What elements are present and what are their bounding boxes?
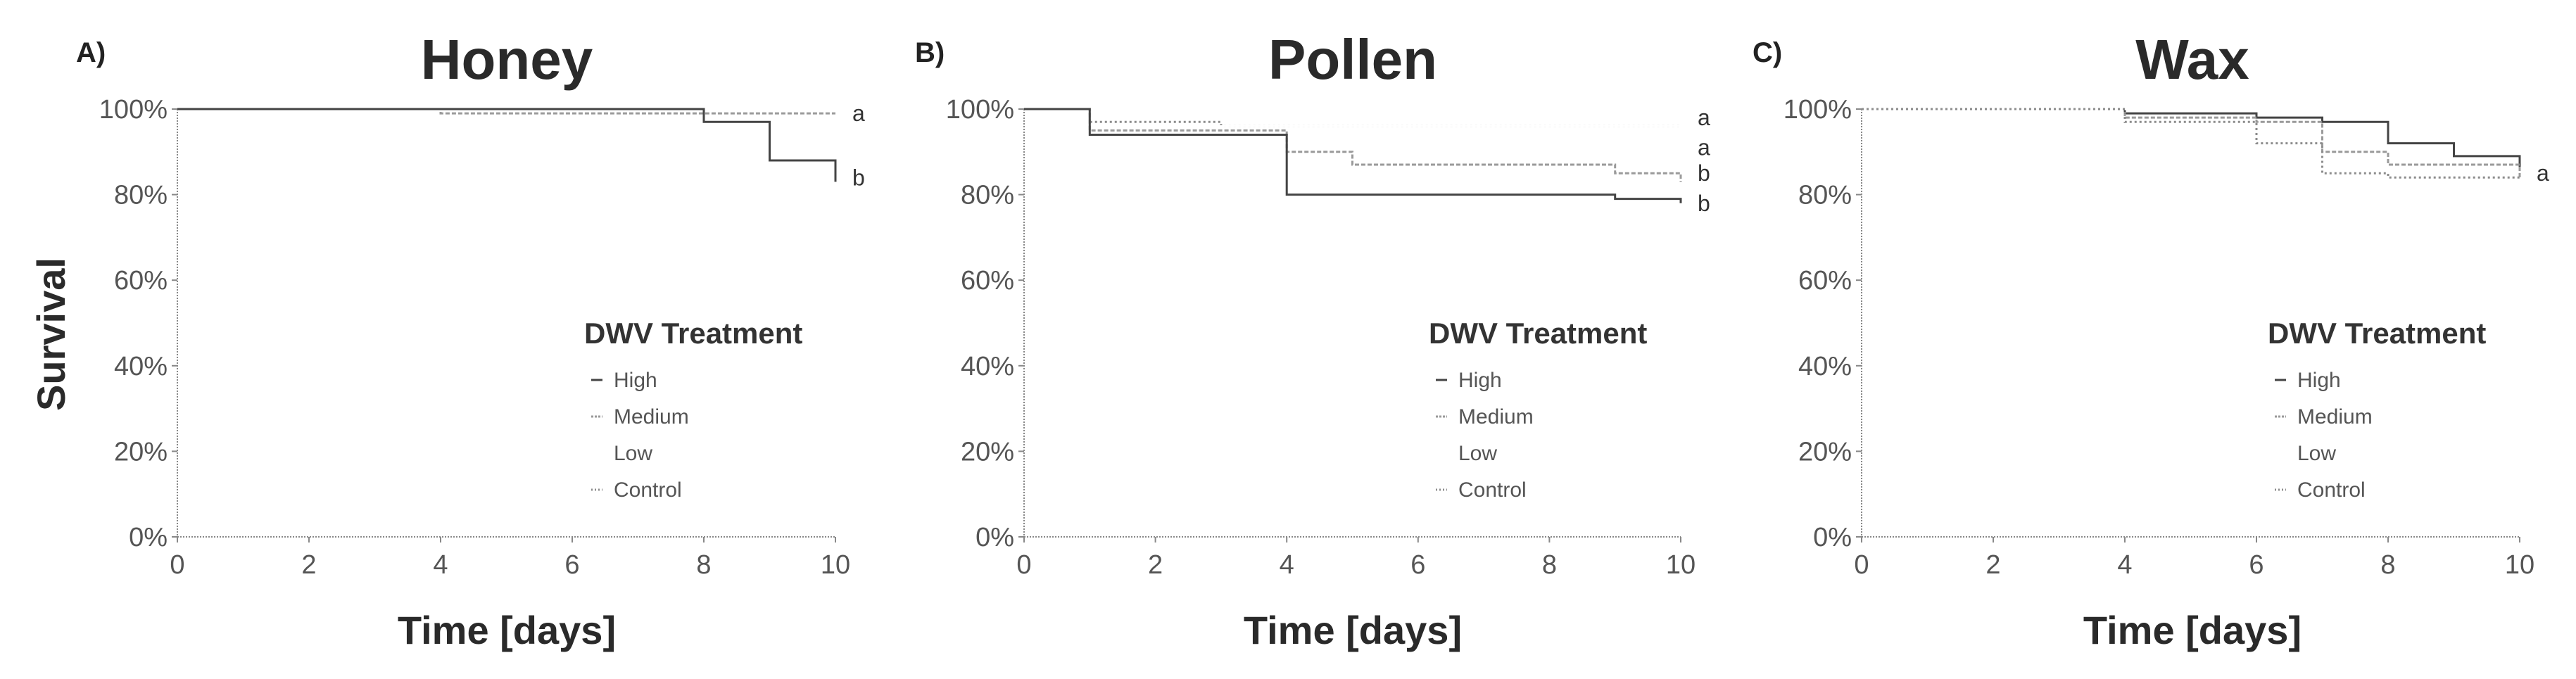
legend-item-high: High (1436, 369, 1502, 392)
legend-item-medium: Medium (2275, 405, 2373, 429)
y-tick-label: 100% (1783, 95, 1852, 125)
legend-item-high: High (2275, 369, 2341, 392)
panel-pollen: B) Pollen Time [days] 0% 20% 40% 60% 80% 100%… (915, 28, 1710, 652)
y-tick-label: 40% (1798, 352, 1852, 381)
x-tick-label: 4 (433, 550, 448, 580)
y-tick-label: 20% (961, 437, 1014, 467)
legend-label-medium: Medium (1458, 405, 1534, 429)
significance-letter: a (852, 101, 865, 126)
panel-letter: A) (76, 37, 106, 68)
significance-letter: b (852, 165, 865, 190)
legend-label-control: Control (1458, 478, 1527, 502)
series-line-high (177, 108, 837, 182)
x-axis-label: Time [days] (1244, 608, 1462, 652)
legend-item-low: Low (1436, 442, 1497, 465)
legend-item-low: Low (2275, 442, 2336, 465)
y-tick-label: 100% (99, 95, 168, 125)
plot-area: 0% 20% 40% 60% 80% 100% 0 2 4 6 8 10 a (1783, 95, 2549, 580)
legend-item-control: Control (1436, 478, 1527, 502)
legend-title: DWV Treatment (584, 317, 802, 350)
x-tick-label: 8 (2380, 550, 2395, 580)
significance-letter: a (1698, 135, 1710, 160)
legend: DWV Treatment High Medium Low Control (584, 317, 802, 502)
legend-title: DWV Treatment (2268, 317, 2486, 350)
panel-wax: C) Wax Time [days] 0% 20% 40% 60% 80% 100% 0 2 4… (1753, 28, 2549, 652)
y-tick-label: 0% (129, 523, 168, 552)
significance-letter: b (1698, 160, 1710, 186)
series-line-control (1862, 108, 2520, 179)
y-tick-label: 60% (1798, 266, 1852, 296)
x-tick-label: 2 (301, 550, 316, 580)
x-axis-label: Time [days] (398, 608, 616, 652)
legend-label-medium: Medium (2297, 405, 2373, 429)
x-tick-label: 2 (1985, 550, 2000, 580)
y-tick-label: 80% (114, 181, 168, 210)
y-tick-label: 100% (946, 95, 1014, 125)
x-tick-label: 4 (1280, 550, 1294, 580)
x-tick-label: 6 (2249, 550, 2264, 580)
panel-letter: B) (915, 37, 945, 68)
legend-label-low: Low (2297, 442, 2336, 465)
x-tick-label: 10 (2505, 550, 2534, 580)
series-line-medium (1862, 108, 2521, 178)
x-axis-label: Time [days] (2083, 608, 2302, 652)
series-line-high (1024, 108, 1682, 203)
series-line-medium (1024, 108, 1682, 182)
plot-area: 0% 20% 40% 60% 80% 100% 0 2 4 6 8 10 a b (99, 95, 865, 580)
significance-letter: a (2537, 160, 2549, 186)
legend-label-high: High (1458, 369, 1502, 392)
y-tick-label: 60% (961, 266, 1014, 296)
significance-letter: a (1698, 105, 1710, 130)
legend-label-low: Low (1458, 442, 1497, 465)
legend-item-high: High (591, 369, 657, 392)
series-line-control (1024, 108, 1681, 127)
panel-title: Pollen (1268, 28, 1437, 91)
significance-letter: b (1698, 191, 1710, 216)
legend-item-control: Control (591, 478, 682, 502)
panel-title: Wax (2135, 28, 2249, 91)
legend-label-high: High (2297, 369, 2341, 392)
y-tick-label: 40% (961, 352, 1014, 381)
legend-label-high: High (614, 369, 657, 392)
x-tick-label: 6 (1410, 550, 1425, 580)
x-tick-label: 8 (1542, 550, 1557, 580)
y-tick-label: 20% (114, 437, 168, 467)
x-tick-label: 10 (1666, 550, 1696, 580)
x-tick-label: 0 (1854, 550, 1869, 580)
legend-label-control: Control (2297, 478, 2366, 502)
legend-label-low: Low (614, 442, 652, 465)
series-line-medium (177, 108, 835, 115)
y-tick-label: 60% (114, 266, 168, 296)
y-axis-label: Survival (29, 258, 73, 411)
x-tick-label: 10 (821, 550, 850, 580)
legend-item-medium: Medium (1436, 405, 1534, 429)
panel-title: Honey (421, 28, 593, 91)
panel-letter: C) (1753, 37, 1782, 68)
x-tick-label: 4 (2117, 550, 2132, 580)
y-tick-label: 80% (1798, 181, 1852, 210)
y-tick-label: 0% (1813, 523, 1852, 552)
legend-title: DWV Treatment (1429, 317, 1647, 350)
panel-honey: A) Honey Time [days] 0%20%40%60%80%100%0… (76, 28, 865, 652)
x-tick-label: 2 (1148, 550, 1163, 580)
legend-item-medium: Medium (591, 405, 689, 429)
legend-label-medium: Medium (614, 405, 689, 429)
legend-label-control: Control (614, 478, 682, 502)
legend-item-control: Control (2275, 478, 2366, 502)
y-tick-label: 80% (961, 181, 1014, 210)
y-tick-label: 40% (114, 352, 168, 381)
legend-item-low: Low (591, 442, 652, 465)
x-tick-label: 0 (170, 550, 184, 580)
y-tick-label: 0% (976, 523, 1014, 552)
x-tick-label: 8 (696, 550, 711, 580)
legend: DWV Treatment High Medium Low Control (2268, 317, 2486, 502)
x-tick-label: 6 (564, 550, 579, 580)
legend: DWV Treatment High Medium Low Control (1429, 317, 1647, 502)
x-tick-label: 0 (1016, 550, 1031, 580)
series-line-low (1024, 108, 1681, 127)
y-tick-label: 20% (1798, 437, 1852, 467)
